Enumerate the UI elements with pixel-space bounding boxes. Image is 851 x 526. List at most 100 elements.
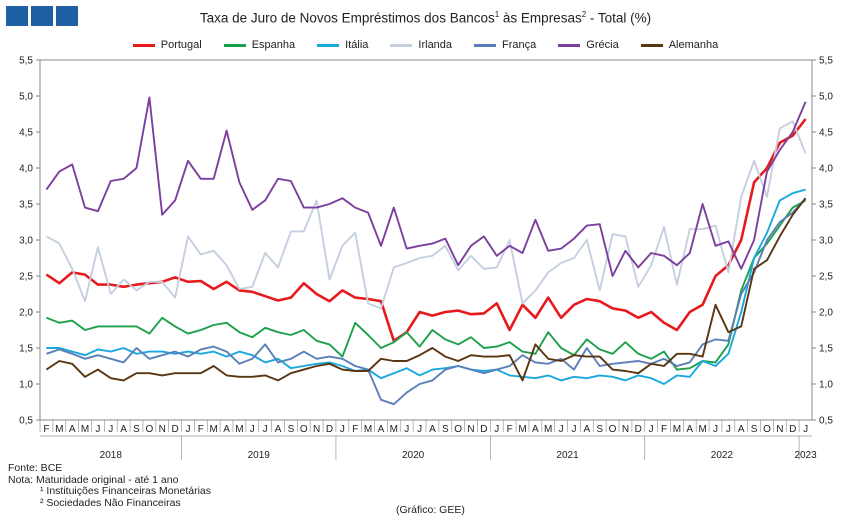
legend-item: França	[474, 39, 536, 51]
x-month-label: M	[235, 424, 243, 435]
legend-item: Portugal	[132, 39, 202, 51]
chart-notes: Fonte: BCE Nota: Maturidade original - a…	[8, 462, 211, 509]
x-month-label: J	[803, 424, 808, 435]
x-month-label: N	[313, 424, 320, 435]
y-tick-label-right: 1,5	[819, 344, 833, 355]
x-month-label: J	[571, 424, 576, 435]
y-tick-label-left: 4,0	[19, 164, 33, 175]
y-tick-label-left: 3,0	[19, 236, 33, 247]
x-year-label: 2022	[711, 450, 734, 461]
x-month-label: A	[686, 424, 693, 435]
y-tick-label-left: 0,5	[19, 416, 33, 427]
title-mid: às Empresas	[499, 10, 582, 26]
legend-label: Alemanha	[668, 39, 719, 51]
gee-logo	[6, 6, 78, 26]
y-tick-label-right: 2,0	[819, 308, 833, 319]
x-month-label: M	[81, 424, 89, 435]
x-year-label: 2021	[556, 450, 579, 461]
x-month-label: D	[480, 424, 487, 435]
x-month-label: S	[133, 424, 140, 435]
x-month-label: S	[288, 424, 295, 435]
x-month-label: A	[120, 424, 127, 435]
legend-swatch	[474, 43, 497, 47]
x-month-label: A	[69, 424, 76, 435]
x-month-label: O	[300, 424, 308, 435]
x-month-label: A	[738, 424, 745, 435]
title-end: - Total (%)	[586, 10, 652, 26]
chart-title: Taxa de Juro de Novos Empréstimos dos Ba…	[0, 10, 851, 26]
x-month-label: M	[698, 424, 706, 435]
title-main: Taxa de Juro de Novos Empréstimos dos Ba…	[199, 10, 495, 26]
x-month-label: M	[673, 424, 681, 435]
logo-block	[6, 6, 28, 26]
x-month-label: M	[390, 424, 398, 435]
x-month-label: J	[185, 424, 190, 435]
x-month-label: O	[454, 424, 462, 435]
x-month-label: D	[326, 424, 333, 435]
series-line-portugal	[45, 118, 807, 343]
x-month-label: S	[751, 424, 758, 435]
x-month-label: F	[661, 424, 667, 435]
x-month-label: J	[250, 424, 255, 435]
legend-item: Irlanda	[390, 39, 452, 51]
source-note: Fonte: BCE	[8, 462, 63, 474]
legend-item: Itália	[317, 39, 368, 51]
y-tick-label-right: 4,5	[819, 128, 833, 139]
title-footnote-1: 1	[494, 10, 500, 19]
x-month-label: N	[159, 424, 166, 435]
x-month-label: M	[55, 424, 63, 435]
x-month-label: A	[532, 424, 539, 435]
x-month-label: M	[364, 424, 372, 435]
x-month-label: J	[108, 424, 113, 435]
x-month-label: N	[622, 424, 629, 435]
y-tick-label-right: 5,0	[819, 92, 833, 103]
x-month-label: O	[763, 424, 771, 435]
x-year-label: 2018	[100, 450, 123, 461]
x-month-label: J	[559, 424, 564, 435]
x-month-label: A	[223, 424, 230, 435]
x-month-label: A	[583, 424, 590, 435]
x-month-label: J	[417, 424, 422, 435]
y-tick-label-left: 3,5	[19, 200, 33, 211]
x-month-label: M	[518, 424, 526, 435]
series-line-frança	[46, 197, 807, 406]
y-tick-label-right: 2,5	[819, 272, 833, 283]
x-month-label: D	[635, 424, 642, 435]
y-tick-label-left: 2,0	[19, 308, 33, 319]
footnote-2: ² Sociedades Não Financeiras	[40, 496, 181, 509]
x-month-label: J	[95, 424, 100, 435]
x-year-label: 2019	[248, 450, 271, 461]
legend-label: Espanha	[251, 39, 296, 51]
footnote-1: ¹ Instituições Financeiras Monetárias	[40, 485, 211, 497]
y-tick-label-right: 3,0	[819, 236, 833, 247]
chart-legend: Portugal Espanha Itália Irlanda França Grécia…	[0, 39, 851, 51]
legend-swatch	[132, 43, 155, 47]
series-line-alemanha	[45, 197, 807, 382]
legend-swatch	[223, 43, 246, 47]
x-month-label: S	[596, 424, 603, 435]
series-line-grécia	[45, 96, 807, 277]
y-tick-label-left: 5,0	[19, 92, 33, 103]
legend-swatch	[390, 43, 413, 47]
y-tick-label-right: 4,0	[819, 164, 833, 175]
plot-frame	[39, 59, 813, 421]
y-tick-label-right: 0,5	[819, 416, 833, 427]
x-year-label: 2023	[794, 450, 817, 461]
x-month-label: J	[713, 424, 718, 435]
y-tick-label-left: 1,5	[19, 344, 33, 355]
x-month-label: N	[776, 424, 783, 435]
y-tick-label-left: 4,5	[19, 128, 33, 139]
x-month-label: F	[43, 424, 49, 435]
x-month-label: J	[263, 424, 268, 435]
legend-swatch	[640, 43, 663, 47]
x-month-label: F	[507, 424, 513, 435]
legend-label: França	[502, 39, 537, 51]
title-footnote-2: 2	[581, 10, 587, 19]
y-tick-label-right: 1,0	[819, 380, 833, 391]
y-tick-label-left: 5,5	[19, 56, 33, 67]
y-tick-label-right: 5,5	[819, 56, 833, 67]
x-month-label: M	[210, 424, 218, 435]
logo-block	[31, 6, 53, 26]
x-month-label: A	[378, 424, 385, 435]
x-month-label: J	[340, 424, 345, 435]
